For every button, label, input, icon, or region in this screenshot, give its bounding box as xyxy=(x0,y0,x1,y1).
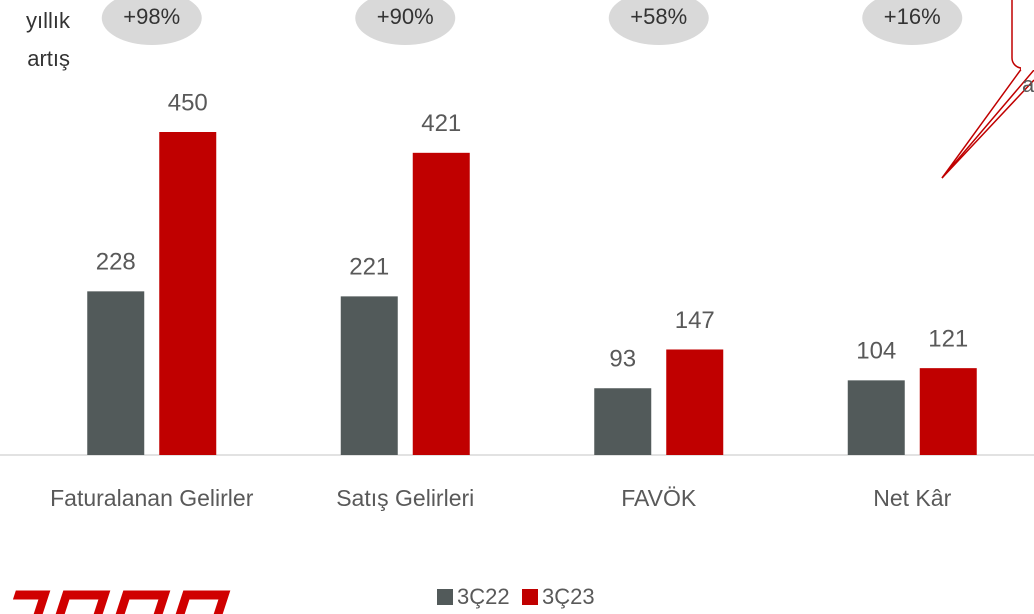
growth-label: +98% xyxy=(123,4,180,29)
legend-swatch xyxy=(522,589,538,605)
bar xyxy=(594,388,652,455)
legend-label: 3Ç23 xyxy=(542,584,595,609)
callout-join xyxy=(1021,66,1034,70)
logo xyxy=(12,590,231,614)
callout-pointer-tail xyxy=(941,67,1034,179)
callout-box xyxy=(1011,0,1034,69)
value-label: 421 xyxy=(421,110,461,137)
bar xyxy=(412,152,470,455)
x-tick-label: FAVÖK xyxy=(621,485,697,511)
growth-oval xyxy=(101,0,202,45)
x-tick-label: Faturalanan Gelirler xyxy=(50,485,254,511)
value-label: 147 xyxy=(675,307,715,334)
value-label: 93 xyxy=(609,346,636,373)
value-label: 450 xyxy=(168,89,208,116)
growth-label: +16% xyxy=(884,4,941,29)
growth-oval xyxy=(608,0,709,45)
x-tick-label: Net Kâr xyxy=(873,485,952,511)
growth-title: artış xyxy=(27,46,70,71)
growth-oval xyxy=(862,0,963,45)
growth-title: yıllık xyxy=(26,8,71,33)
callout-text: a xyxy=(1022,72,1034,97)
bar xyxy=(340,296,398,455)
x-tick-label: Satış Gelirleri xyxy=(336,485,475,511)
bar xyxy=(87,291,145,455)
value-label: 104 xyxy=(856,338,896,365)
legend-swatch xyxy=(437,589,453,605)
bar xyxy=(847,380,905,455)
growth-label: +58% xyxy=(630,4,687,29)
bar xyxy=(666,349,724,455)
value-label: 221 xyxy=(349,254,389,281)
legend-label: 3Ç22 xyxy=(457,584,510,609)
value-label: 228 xyxy=(96,249,136,276)
growth-oval xyxy=(355,0,456,45)
growth-label: +90% xyxy=(377,4,434,29)
bar xyxy=(159,132,217,455)
bar xyxy=(919,368,977,455)
value-label: 121 xyxy=(928,325,968,352)
